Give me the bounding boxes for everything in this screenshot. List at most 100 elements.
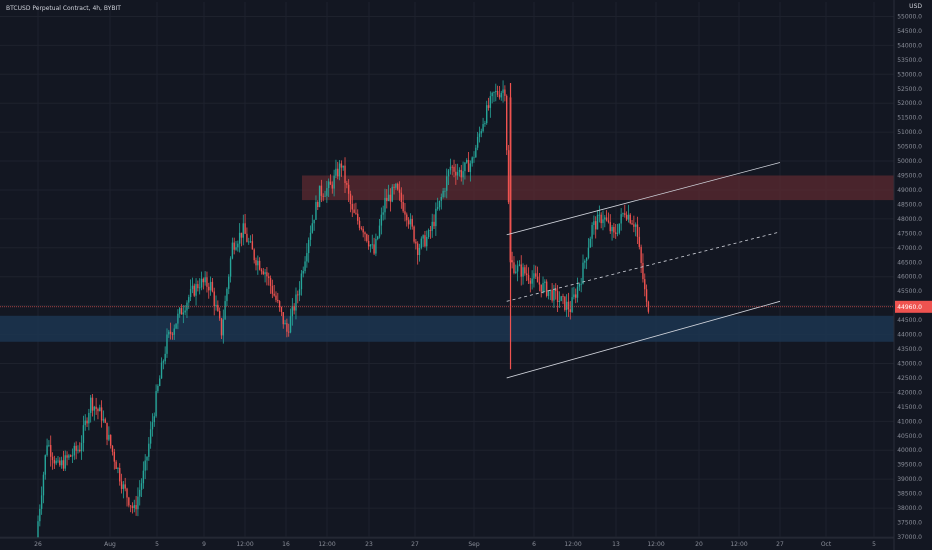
candle-body xyxy=(298,289,301,296)
candle-body xyxy=(515,271,517,273)
candle-body xyxy=(159,378,161,386)
y-tick-label: 54000.0 xyxy=(897,42,922,49)
candle-body xyxy=(636,224,639,237)
candle-body xyxy=(596,214,599,230)
candle-body xyxy=(493,92,495,93)
candle-body xyxy=(84,420,86,426)
candle-body xyxy=(168,331,170,335)
candle-body xyxy=(73,445,76,456)
candle-body xyxy=(347,184,350,194)
candle-body xyxy=(59,460,61,466)
candle-body xyxy=(238,232,241,244)
candle-body xyxy=(438,200,441,208)
candle-body xyxy=(580,283,582,285)
candle-body xyxy=(55,460,57,464)
candle-body xyxy=(129,505,132,507)
candle-body xyxy=(284,323,286,325)
candle-body xyxy=(353,209,355,213)
candle-body xyxy=(171,333,174,335)
y-tick-label: 39000.0 xyxy=(897,476,922,483)
candle-body xyxy=(591,224,593,239)
candle-body xyxy=(277,299,279,302)
candle-body xyxy=(248,241,250,243)
candle-body xyxy=(104,419,106,423)
trend-lines xyxy=(0,162,894,379)
candle-body xyxy=(602,219,604,224)
candle-body xyxy=(340,163,343,168)
candle-body xyxy=(268,276,270,279)
candle-body xyxy=(491,92,493,97)
candle-body xyxy=(122,484,125,489)
x-tick-label: 23 xyxy=(365,541,373,548)
time-axis[interactable]: 26 Aug 5 9 12:00 16 12:00 23 27 Sep 6 12:00 13 12:00 2… xyxy=(0,537,894,548)
candle-body xyxy=(273,293,275,296)
candle-body xyxy=(202,278,205,283)
candle-body xyxy=(119,467,121,482)
candle-body xyxy=(466,159,468,163)
candle-body xyxy=(327,181,330,189)
candle-body xyxy=(166,334,168,354)
candle-body xyxy=(306,253,308,262)
candle-body xyxy=(573,294,575,298)
candle-body xyxy=(600,214,602,224)
y-tick-label: 49000.0 xyxy=(897,187,922,194)
candle-body xyxy=(113,451,115,462)
candle-body xyxy=(355,212,357,214)
candle-body xyxy=(320,185,323,196)
candle-body xyxy=(100,407,103,421)
candle-body xyxy=(115,461,117,469)
candle-body xyxy=(366,234,368,241)
y-tick-label: 48500.0 xyxy=(897,201,922,208)
candle-body xyxy=(264,272,266,275)
candle-body xyxy=(257,260,259,266)
candle-body xyxy=(309,232,312,240)
candle-body xyxy=(222,319,224,336)
candle-body xyxy=(584,260,586,263)
candle-body xyxy=(380,214,383,226)
channel-lower-line xyxy=(506,300,781,379)
candle-body xyxy=(337,168,339,177)
candle-body xyxy=(311,223,314,233)
candle-body xyxy=(598,214,601,216)
candle-body xyxy=(106,422,108,440)
candle-body xyxy=(565,301,568,310)
candle-body xyxy=(620,214,622,224)
candle-body xyxy=(329,181,332,185)
candle-body xyxy=(567,301,570,310)
candle-body xyxy=(449,166,452,171)
candle-body xyxy=(535,273,537,277)
candle-body xyxy=(538,282,541,285)
candle-body xyxy=(89,397,92,413)
candle-body xyxy=(369,244,372,247)
y-tick-label: 45500.0 xyxy=(897,288,922,295)
candle-body xyxy=(486,105,488,124)
candle-body xyxy=(68,455,70,458)
candle-body xyxy=(42,474,45,496)
candle-body xyxy=(39,508,41,522)
candle-body xyxy=(589,238,591,248)
candle-body xyxy=(387,194,390,202)
candle-body xyxy=(224,301,226,320)
candle-body xyxy=(53,460,56,464)
candle-body xyxy=(295,294,297,311)
candle-body xyxy=(536,276,539,283)
candle-body xyxy=(357,213,359,221)
candle-body xyxy=(564,296,566,310)
candle-body xyxy=(177,313,179,324)
candle-body xyxy=(102,419,105,421)
candle-body xyxy=(518,264,521,266)
candle-body xyxy=(291,306,294,317)
channel-upper-line xyxy=(506,162,781,236)
candle-body xyxy=(333,175,335,189)
candle-body xyxy=(531,278,533,284)
candle-body xyxy=(164,353,166,362)
candle-body xyxy=(360,227,363,229)
candle-body xyxy=(571,297,573,312)
candle-body xyxy=(489,96,492,108)
candle-body xyxy=(204,277,206,283)
candle-body xyxy=(440,197,442,201)
price-axis[interactable]: 37000.0 37500.0 38000.0 38500.0 39000.0 39500… xyxy=(893,0,932,550)
